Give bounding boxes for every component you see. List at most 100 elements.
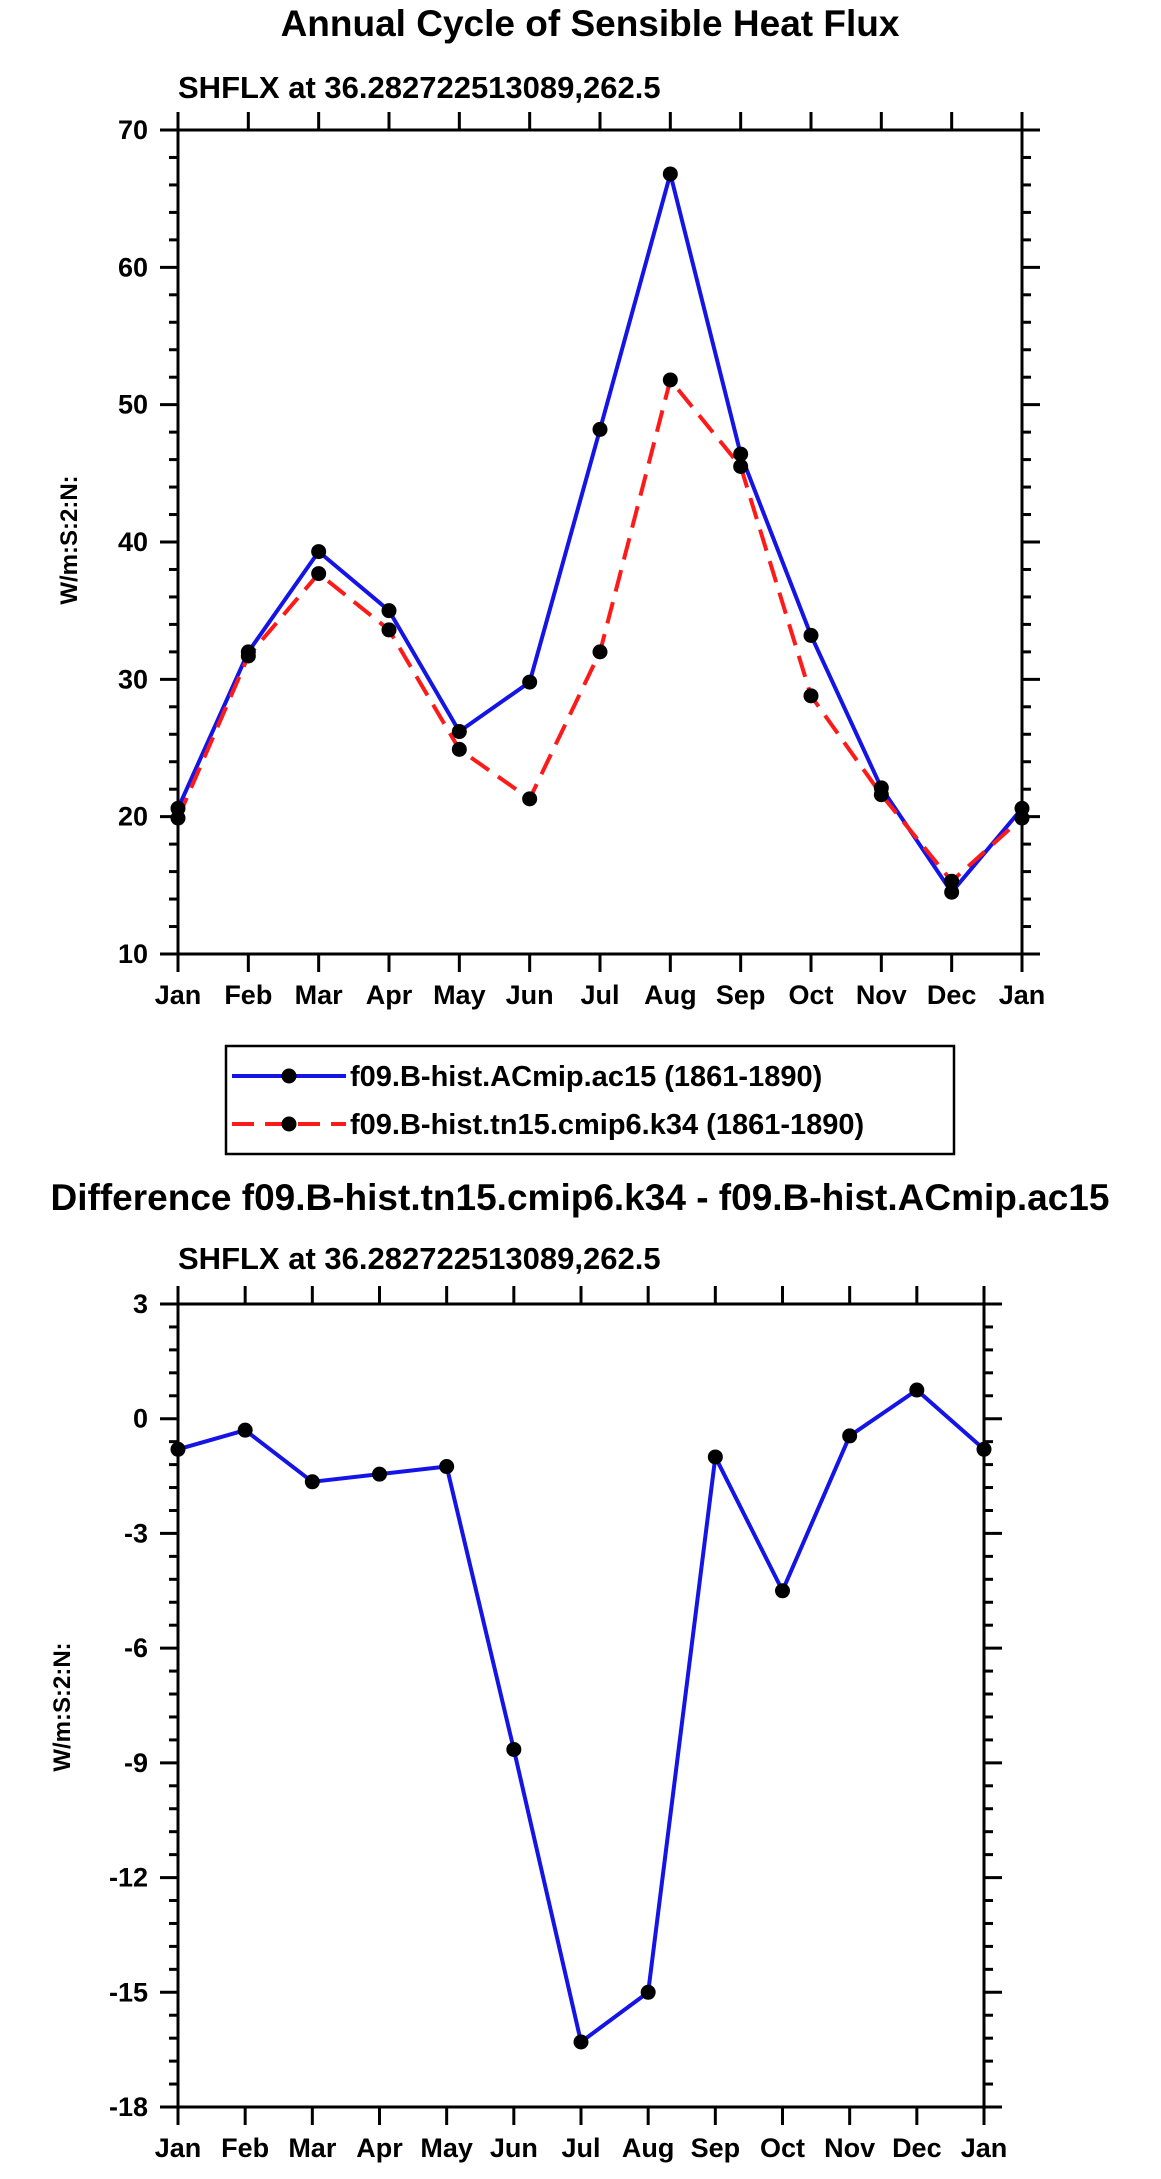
data-point-series-1: [640, 1984, 656, 2000]
x-tick-label: Mar: [295, 980, 344, 1010]
x-tick-label: Feb: [221, 2133, 269, 2163]
data-point-series-1: [944, 884, 960, 900]
y-tick-label: 60: [118, 252, 148, 282]
x-tick-label: Jul: [580, 980, 619, 1010]
data-point-series-1: [662, 166, 678, 182]
x-tick-label: Jan: [961, 2133, 1008, 2163]
x-tick-label: Jan: [155, 980, 202, 1010]
x-tick-label: Jan: [999, 980, 1046, 1010]
data-series: [170, 166, 1030, 900]
data-point-series-1: [842, 1428, 858, 1444]
y-tick-label: 20: [118, 802, 148, 832]
data-point-series-1: [803, 627, 819, 643]
x-tick-label: Jul: [561, 2133, 600, 2163]
data-point-series-1: [372, 1466, 387, 1482]
data-point-series-1: [506, 1741, 522, 1757]
data-point-series-2: [733, 458, 749, 474]
x-tick-label: Feb: [224, 980, 272, 1010]
x-tick-label: May: [433, 980, 486, 1010]
x-tick-label: Dec: [927, 980, 977, 1010]
data-point-series-2: [381, 622, 397, 638]
y-tick-label: 0: [133, 1404, 148, 1434]
y-tick-label: 70: [118, 115, 148, 145]
difference-panel: Difference f09.B-hist.tn15.cmip6.k34 - f…: [49, 1177, 1109, 2163]
data-point-series-1: [976, 1441, 992, 1457]
data-point-series-2: [803, 688, 819, 704]
x-tick-label: May: [420, 2133, 473, 2163]
data-point-series-1: [439, 1459, 455, 1475]
y-axis-ticks: 10 20 30 40 50 60 70: [118, 115, 1040, 969]
data-point-series-1: [304, 1474, 320, 1490]
legend-marker-series-2: [281, 1116, 297, 1132]
x-tick-label: Dec: [892, 2133, 942, 2163]
x-tick-label: Jun: [506, 980, 554, 1010]
data-point-series-2: [240, 648, 256, 664]
data-point-series-1: [170, 1441, 186, 1457]
legend-box: [224, 1044, 956, 1156]
y-axis-ticks: -18 -15 -12 -9 -6 -3 0 3: [109, 1289, 1002, 2122]
y-tick-label: 50: [118, 390, 148, 420]
data-point-series-2: [451, 741, 467, 757]
x-tick-label: Oct: [788, 980, 833, 1010]
data-point-series-1: [451, 724, 467, 740]
data-point-series-1: [522, 674, 538, 690]
y-tick-label: -3: [124, 1518, 148, 1548]
data-point-series-2: [592, 644, 608, 660]
data-point-series-1: [775, 1583, 790, 1599]
x-tick-label: Jun: [490, 2133, 538, 2163]
data-point-series-2: [662, 372, 678, 388]
y-axis-label: W/m:S:2:N:: [49, 1642, 76, 1771]
x-axis-ticks: Jan Feb Mar Apr May Jun Jul Aug Sep Oct Nov Dec Jan: [155, 112, 1046, 1010]
legend-label-series-2: f09.B-hist.tn15.cmip6.k34 (1861-1890): [350, 1109, 864, 1141]
data-point-series-1: [707, 1449, 723, 1465]
data-series: [170, 1382, 992, 2050]
x-tick-label: Mar: [288, 2133, 337, 2163]
legend: f09.B-hist.ACmip.ac15 (1861-1890) f09.B-…: [224, 1044, 956, 1156]
data-point-series-1: [381, 603, 397, 619]
y-tick-label: 3: [133, 1289, 148, 1319]
data-point-series-2: [944, 873, 960, 889]
plot-frame: [176, 128, 1024, 956]
y-tick-label: -6: [124, 1633, 148, 1663]
data-point-series-2: [170, 810, 186, 826]
y-tick-label: 10: [118, 939, 148, 969]
data-point-series-1: [237, 1422, 253, 1438]
data-point-series-2: [522, 791, 538, 807]
x-axis-ticks: Jan Feb Mar Apr May Jun Jul Aug Sep Oct Nov Dec Jan: [155, 1286, 1008, 2163]
y-tick-label: -18: [109, 2092, 148, 2122]
x-tick-label: Aug: [644, 980, 696, 1010]
data-point-series-1: [909, 1382, 925, 1398]
x-tick-label: Apr: [366, 980, 413, 1010]
series-line-1: [176, 171, 1024, 895]
legend-marker-series-1: [281, 1068, 297, 1084]
legend-label-series-1: f09.B-hist.ACmip.ac15 (1861-1890): [350, 1061, 822, 1093]
x-tick-label: Nov: [824, 2133, 875, 2163]
x-tick-label: Oct: [760, 2133, 805, 2163]
chart-title: Annual Cycle of Sensible Heat Flux: [281, 3, 900, 44]
data-point-series-2: [873, 787, 889, 803]
y-tick-label: -15: [109, 1977, 148, 2007]
x-tick-label: Jan: [155, 2133, 202, 2163]
data-point-series-2: [311, 566, 327, 582]
data-point-series-1: [592, 421, 608, 437]
y-axis-label: W/m:S:2:N:: [56, 475, 83, 604]
y-tick-label: 30: [118, 664, 148, 694]
x-tick-label: Aug: [622, 2133, 674, 2163]
y-tick-label: 40: [118, 527, 148, 557]
x-tick-label: Apr: [356, 2133, 403, 2163]
chart-subtitle: SHFLX at 36.282722513089,262.5: [178, 70, 661, 105]
y-tick-label: -9: [124, 1748, 148, 1778]
chart-title: Difference f09.B-hist.tn15.cmip6.k34 - f…: [51, 1177, 1110, 1218]
y-tick-label: -12: [109, 1863, 148, 1893]
data-point-series-2: [1014, 810, 1030, 826]
x-tick-label: Sep: [716, 980, 766, 1010]
chart-subtitle: SHFLX at 36.282722513089,262.5: [178, 1241, 661, 1276]
data-point-series-1: [733, 446, 749, 462]
data-point-series-1: [311, 544, 327, 560]
x-tick-label: Nov: [856, 980, 907, 1010]
series-line-1: [177, 1388, 986, 2044]
x-tick-label: Sep: [691, 2133, 741, 2163]
annual-cycle-panel: Annual Cycle of Sensible Heat Flux SHFLX…: [56, 3, 1046, 1156]
data-point-series-1: [573, 2034, 589, 2050]
